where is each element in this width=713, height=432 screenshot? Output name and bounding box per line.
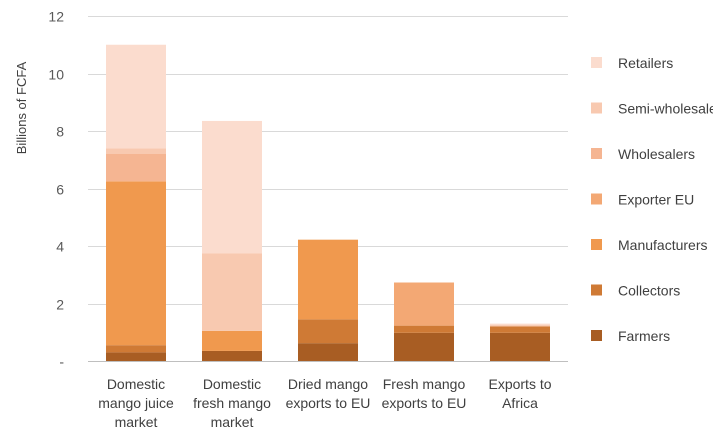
legend-label: Farmers xyxy=(618,328,670,344)
bar-segment-farmers xyxy=(490,332,550,361)
legend-label: Exporter EU xyxy=(618,192,694,208)
legend-swatch xyxy=(591,284,602,296)
x-category-label: Fresh mango exports to EU xyxy=(382,376,467,411)
y-tick-label: 6 xyxy=(56,182,64,198)
legend-swatch xyxy=(591,148,602,159)
bar-segment-collectors xyxy=(106,345,166,353)
legend-item: Farmers xyxy=(591,328,670,344)
bars xyxy=(106,44,550,361)
y-axis-label: Billions of FCFA xyxy=(14,61,29,154)
legend-label: Semi-wholesalers xyxy=(618,101,713,117)
x-category-label: Dried mango exports to EU xyxy=(286,376,371,411)
bar-segment-retailers xyxy=(106,44,166,149)
bar-segment-collectors xyxy=(298,319,358,344)
y-tick-label: 2 xyxy=(56,297,64,313)
legend-item: Manufacturers xyxy=(591,237,707,253)
bar-segment-wholesalers xyxy=(106,154,166,182)
bar-segment-farmers xyxy=(394,332,454,361)
y-axis-ticks: - 2 4 6 8 10 12 xyxy=(48,9,64,370)
legend-swatch xyxy=(591,193,602,205)
legend-swatch xyxy=(591,330,602,341)
legend: Retailers Semi-wholesalers Wholesalers Expo… xyxy=(591,55,713,344)
bar-segment-exporter-eu xyxy=(394,282,454,326)
bar-segment-retailers xyxy=(490,323,550,326)
legend-item: Wholesalers xyxy=(591,146,695,162)
bar-segment-collectors xyxy=(490,326,550,333)
legend-swatch xyxy=(591,239,602,250)
y-tick-label: 10 xyxy=(48,67,64,83)
bar-segment-manufacturers xyxy=(202,330,262,351)
y-tick-label: 4 xyxy=(56,239,64,255)
legend-swatch xyxy=(591,102,602,114)
x-category-label: Exports to Africa xyxy=(488,376,551,411)
legend-label: Manufacturers xyxy=(618,237,707,253)
y-tick-label: 12 xyxy=(48,9,64,25)
bar-segment-semi-wholesalers xyxy=(106,148,166,154)
bar-segment-manufacturers xyxy=(298,239,358,320)
bar-segment-farmers xyxy=(106,352,166,361)
x-category-label: Domestic fresh mango market xyxy=(193,376,271,430)
legend-item: Collectors xyxy=(591,283,680,299)
bar-segment-farmers xyxy=(202,350,262,361)
bar-segment-manufacturers xyxy=(106,181,166,346)
y-tick-label: - xyxy=(59,354,64,370)
bar-segment-semi-wholesalers xyxy=(490,325,550,327)
legend-item: Retailers xyxy=(591,55,673,71)
bar-segment-retailers xyxy=(202,120,262,254)
bar-segment-semi-wholesalers xyxy=(202,253,262,331)
x-category-label: Domestic mango juice market xyxy=(98,376,174,430)
y-tick-label: 8 xyxy=(56,124,64,140)
legend-item: Exporter EU xyxy=(591,192,694,208)
bar-segment-farmers xyxy=(298,343,358,361)
legend-label: Collectors xyxy=(618,283,680,299)
x-axis-category-labels: Domestic mango juice market Domestic fresh m… xyxy=(98,376,551,430)
legend-item: Semi-wholesalers xyxy=(591,101,713,117)
gridlines xyxy=(88,16,568,305)
legend-label: Wholesalers xyxy=(618,146,695,162)
bar-segment-collectors xyxy=(394,325,454,333)
legend-label: Retailers xyxy=(618,55,673,71)
legend-swatch xyxy=(591,57,602,68)
